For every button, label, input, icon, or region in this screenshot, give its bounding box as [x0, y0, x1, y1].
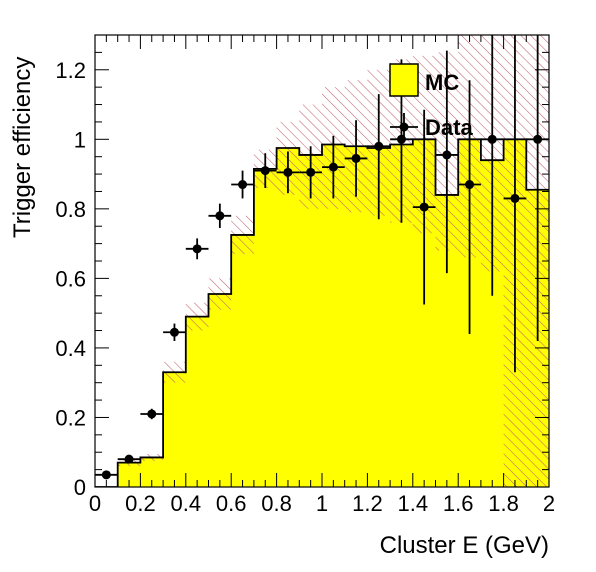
x-tick-label: 0.8	[261, 491, 292, 516]
data-marker	[328, 162, 338, 172]
y-tick-labels: 0 0.2 0.4 0.6 0.8 1 1.2	[55, 58, 86, 500]
data-point	[299, 146, 322, 199]
data-point	[276, 151, 300, 194]
data-point	[231, 170, 254, 199]
y-axis-title: Trigger efficiency	[9, 57, 36, 238]
data-point	[140, 408, 164, 420]
mc-uncertainty-band	[117, 35, 549, 487]
data-point	[412, 109, 436, 305]
plot-area	[95, 35, 549, 487]
data-point	[435, 50, 459, 274]
x-tick-label: 0.6	[216, 491, 247, 516]
data-marker	[442, 150, 452, 160]
data-point	[95, 470, 118, 480]
mc-bar	[299, 154, 323, 487]
x-tick-label: 1.2	[352, 491, 383, 516]
data-point	[367, 94, 391, 220]
mc-bar	[208, 294, 232, 487]
x-tick-label: 1.4	[398, 491, 429, 516]
mc-bar	[322, 144, 346, 487]
legend: MC Data	[389, 63, 473, 141]
data-point	[503, 35, 527, 373]
data-point	[163, 323, 186, 341]
y-tick-label: 0.4	[55, 336, 86, 361]
mc-bar	[276, 148, 300, 487]
legend-label-data: Data	[425, 115, 473, 140]
mc-bar	[390, 144, 414, 487]
axis-ticks	[94, 34, 550, 488]
data-marker	[147, 409, 157, 419]
data-marker	[487, 134, 497, 144]
y-tick-label: 0.2	[55, 405, 86, 430]
mc-bar	[231, 234, 255, 487]
x-tick-labels: 0 0.2 0.4 0.6 0.8 1 1.2 1.4 1.6 1.8 2	[89, 491, 555, 516]
y-tick-label: 1.2	[55, 58, 86, 83]
x-tick-label: 0.4	[171, 491, 202, 516]
data-marker	[419, 202, 429, 212]
y-tick-label: 1	[74, 127, 86, 152]
data-marker	[192, 244, 202, 254]
y-tick-label: 0.8	[55, 197, 86, 222]
data-marker	[238, 180, 248, 190]
mc-bar	[117, 462, 141, 487]
x-tick-label: 0	[89, 491, 101, 516]
mc-bar	[367, 148, 391, 487]
data-marker	[169, 327, 179, 337]
data-marker	[351, 153, 361, 163]
data-point	[117, 454, 141, 464]
data-marker	[260, 166, 270, 176]
data-point	[322, 135, 345, 199]
x-tick-label: 0.2	[125, 491, 156, 516]
mc-bar	[253, 168, 277, 487]
x-axis-title: Cluster E (GeV)	[380, 532, 549, 559]
data-marker	[465, 180, 475, 190]
data-point	[253, 153, 277, 188]
data-points	[95, 35, 549, 480]
legend-swatch-mc	[389, 63, 419, 97]
y-tick-label: 0	[74, 475, 86, 500]
data-marker	[283, 167, 293, 177]
mc-bar	[185, 316, 209, 487]
data-marker	[306, 167, 316, 177]
data-point	[480, 35, 504, 296]
x-tick-label: 1.6	[443, 491, 474, 516]
data-marker	[101, 470, 111, 480]
data-point	[185, 238, 209, 260]
legend-label-mc: MC	[425, 70, 459, 95]
data-point	[458, 80, 481, 335]
data-marker	[124, 454, 134, 464]
data-point	[344, 120, 368, 197]
data-marker	[215, 211, 225, 221]
mc-bar	[344, 146, 368, 487]
data-point	[208, 203, 232, 228]
legend-swatch-data	[390, 113, 418, 141]
mc-bar	[435, 194, 459, 487]
x-tick-label: 1.8	[488, 491, 519, 516]
mc-bar	[140, 457, 164, 487]
data-marker	[374, 141, 384, 151]
y-tick-label: 0.6	[55, 266, 86, 291]
x-tick-label: 2	[543, 491, 555, 516]
x-tick-label: 1	[316, 491, 328, 516]
data-marker	[510, 193, 520, 203]
mc-bar	[163, 372, 187, 487]
